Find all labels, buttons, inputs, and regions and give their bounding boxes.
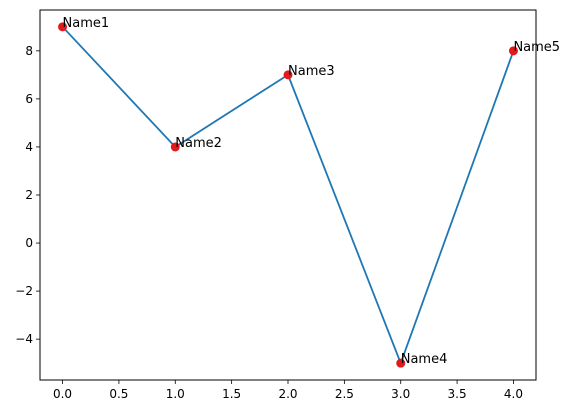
x-tick-label: 3.0 [391,387,410,401]
x-tick-label: 0.5 [109,387,128,401]
x-tick-label: 2.0 [278,387,297,401]
y-tick-label: 0 [25,236,33,250]
x-tick-label: 0.0 [53,387,72,401]
markers-layer [58,22,518,368]
point-label: Name3 [288,64,335,79]
y-tick-label: −4 [15,332,33,346]
point-label: Name1 [63,16,110,31]
x-tick-label: 4.0 [504,387,523,401]
y-tick-label: 6 [25,92,33,106]
point-label: Name5 [513,40,560,55]
x-axis-ticks: 0.0 0.5 1.0 1.5 2.0 2.5 3.0 3.5 4.0 [53,380,523,401]
y-tick-label: 4 [25,140,33,154]
y-tick-label: 8 [25,44,33,58]
data-point [396,358,406,368]
point-labels-layer: Name1 Name2 Name3 Name4 Name5 [63,16,561,367]
x-tick-label: 2.5 [335,387,354,401]
point-label: Name2 [175,136,222,151]
y-tick-label: −2 [15,284,33,298]
y-tick-label: 2 [25,188,33,202]
x-tick-label: 1.5 [222,387,241,401]
point-label: Name4 [401,352,448,367]
x-tick-label: 3.5 [448,387,467,401]
data-point [283,70,293,80]
data-point [170,142,180,152]
x-tick-label: 1.0 [166,387,185,401]
y-axis-ticks: −4 −2 0 2 4 6 8 [15,44,40,346]
data-point [508,46,518,56]
data-point [58,22,68,32]
